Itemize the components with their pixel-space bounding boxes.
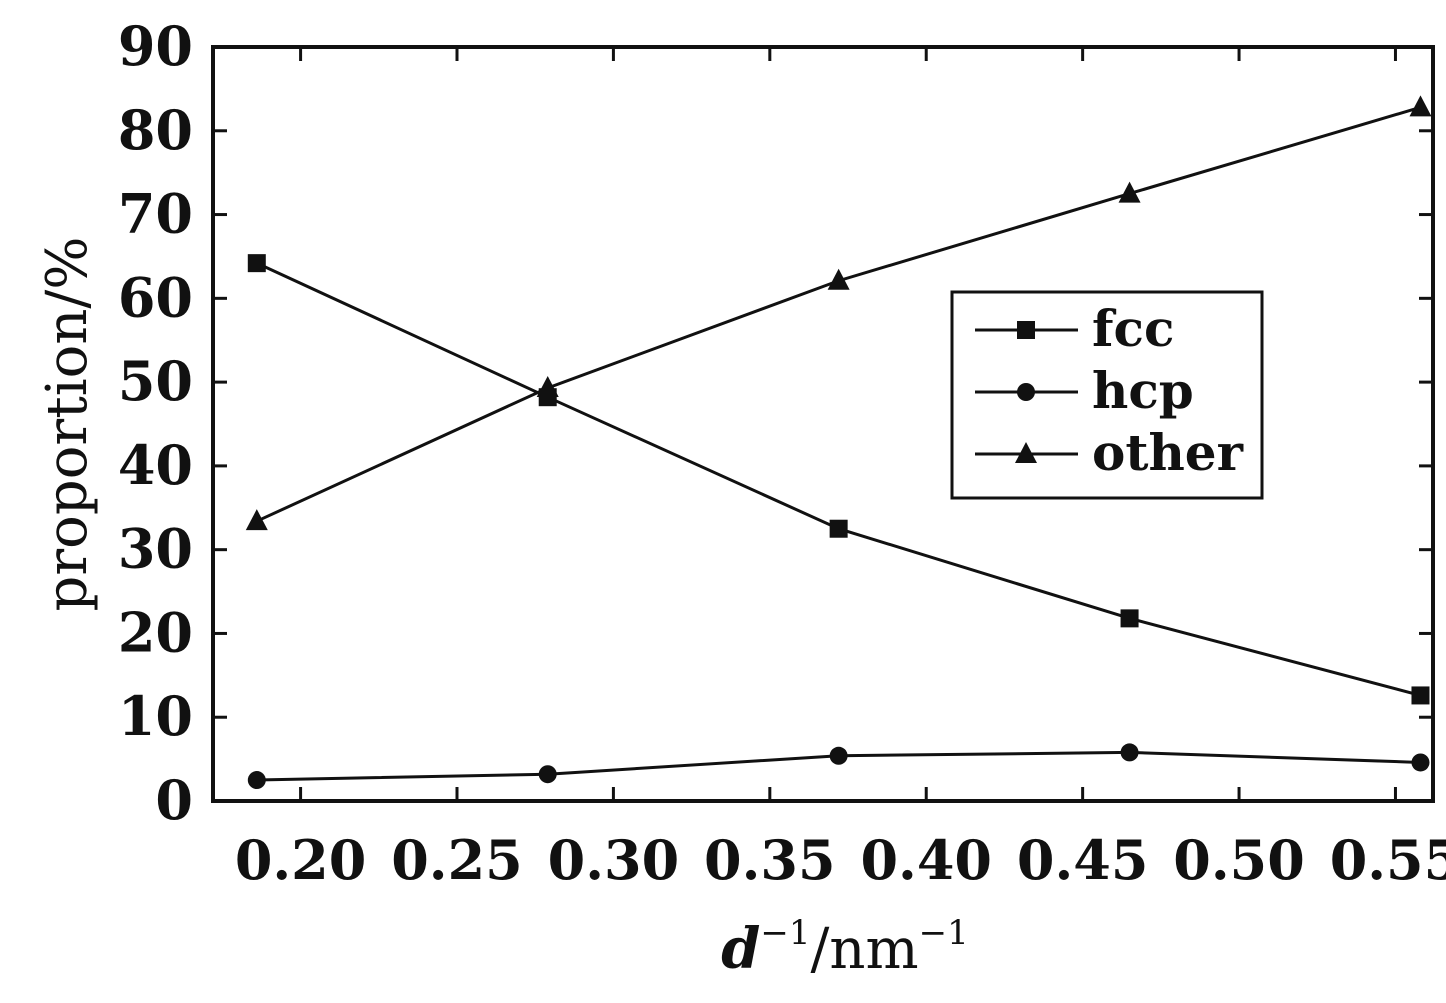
x-axis-title-unit: /nm (811, 917, 919, 982)
legend-label-hcp: hcp (1092, 361, 1194, 420)
x-axis-title: d−1/nm−1 (721, 913, 968, 982)
y-tick-label: 90 (118, 14, 193, 78)
y-axis-ticks: 0 10 20 30 40 50 60 70 80 90 (118, 14, 1433, 832)
y-tick-label: 70 (118, 182, 193, 246)
y-tick-label: 50 (118, 349, 193, 413)
x-tick-label: 0.40 (860, 828, 992, 892)
data-point-fcc (829, 519, 848, 538)
data-point-other (245, 509, 268, 531)
x-axis-title-exponent: −1 (760, 913, 810, 953)
data-point-hcp (829, 746, 848, 765)
legend-label-other: other (1092, 423, 1244, 482)
data-point-hcp (538, 765, 557, 784)
x-tick-label: 0.25 (391, 828, 523, 892)
data-point-fcc (1120, 609, 1139, 628)
plot-frame (211, 45, 1435, 803)
y-tick-label: 30 (118, 517, 193, 581)
y-tick-label: 80 (118, 98, 193, 162)
data-point-hcp (1411, 753, 1430, 772)
x-axis-title-unit-exponent: −1 (919, 913, 969, 953)
series-fcc (247, 254, 1430, 705)
data-point-fcc (1411, 686, 1430, 705)
data-point-other (827, 268, 850, 290)
series-layer (245, 95, 1432, 790)
legend-marker-other (1015, 442, 1037, 463)
x-axis-ticks: 0.20 0.25 0.30 0.35 0.40 0.45 0.50 0.55 (235, 47, 1446, 892)
y-tick-label: 40 (118, 433, 193, 497)
data-point-hcp (247, 771, 266, 790)
data-point-other (1118, 181, 1141, 203)
y-tick-label: 60 (118, 265, 193, 329)
y-tick-label: 0 (155, 768, 193, 832)
y-tick-label: 10 (118, 684, 193, 748)
series-other (245, 95, 1432, 531)
x-tick-label: 0.20 (235, 828, 367, 892)
legend-box (950, 290, 1264, 500)
x-axis-title-variable: d (721, 916, 760, 982)
x-tick-label: 0.45 (1017, 828, 1149, 892)
x-tick-label: 0.30 (548, 828, 680, 892)
legend-label-fcc: fcc (1092, 299, 1174, 358)
data-point-other (536, 375, 559, 397)
series-hcp (247, 743, 1430, 790)
data-point-other (1409, 95, 1432, 117)
y-axis-title: proportion/% (35, 237, 100, 612)
x-tick-label: 0.35 (704, 828, 836, 892)
x-tick-label: 0.55 (1330, 828, 1446, 892)
y-tick-label: 20 (118, 600, 193, 664)
data-point-fcc (247, 254, 266, 273)
legend-marker-hcp (1017, 383, 1035, 401)
data-point-hcp (1120, 743, 1139, 762)
legend-marker-fcc (1017, 321, 1035, 339)
x-tick-label: 0.50 (1173, 828, 1305, 892)
